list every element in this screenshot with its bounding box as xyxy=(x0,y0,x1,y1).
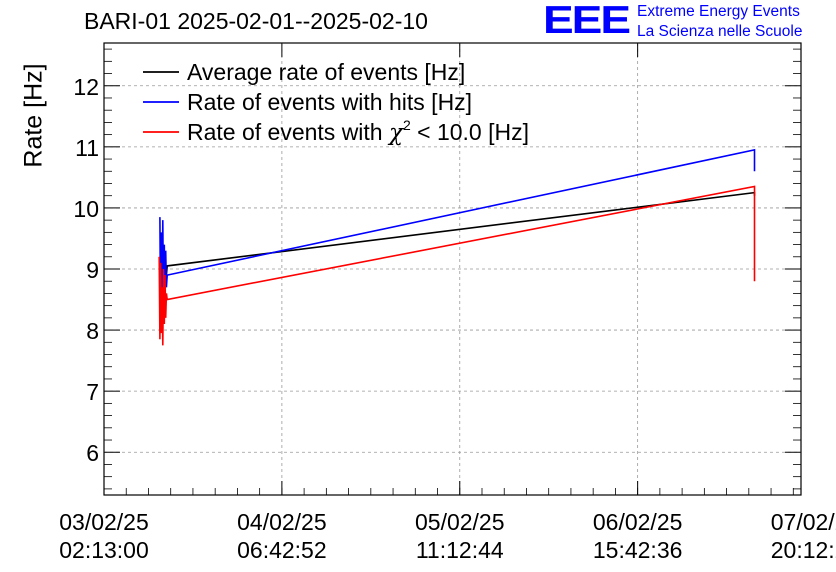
legend-label: Rate of events with hits [Hz] xyxy=(187,89,472,115)
y-tick-label: 6 xyxy=(86,440,99,466)
logo-text-line1: Extreme Energy Events xyxy=(637,3,800,20)
chart-title: BARI-01 2025-02-01--2025-02-10 xyxy=(84,8,428,34)
y-tick-label: 10 xyxy=(73,196,99,222)
series-line-hits xyxy=(159,148,756,318)
legend-label: Rate of events with χ2 < 10.0 [Hz] xyxy=(187,117,529,146)
series-line-chi2 xyxy=(158,185,756,346)
x-tick-date-label: 04/02/25 xyxy=(237,509,327,535)
x-tick-date-label: 03/02/25 xyxy=(59,509,149,535)
x-tick-time-label: 11:12:44 xyxy=(416,537,504,563)
x-tick-date-label: 06/02/25 xyxy=(593,509,683,535)
y-tick-label: 8 xyxy=(86,318,99,344)
x-tick-date-label: 05/02/25 xyxy=(415,509,505,535)
eee-logo: EEE xyxy=(543,0,631,42)
x-tick-time-label: 20:12:28 xyxy=(771,537,836,563)
x-tick-time-label: 06:42:52 xyxy=(237,537,327,563)
x-tick-date-label: 07/02/25 xyxy=(771,509,836,535)
x-tick-time-label: 02:13:00 xyxy=(59,537,149,563)
legend-label: Average rate of events [Hz] xyxy=(187,59,465,85)
logo-text-line2: La Scienza nelle Scuole xyxy=(637,23,803,40)
y-tick-label: 7 xyxy=(86,379,99,405)
y-tick-label: 12 xyxy=(73,74,99,100)
x-tick-time-label: 15:42:36 xyxy=(593,537,683,563)
y-tick-label: 9 xyxy=(86,257,99,283)
y-tick-label: 11 xyxy=(75,135,99,161)
